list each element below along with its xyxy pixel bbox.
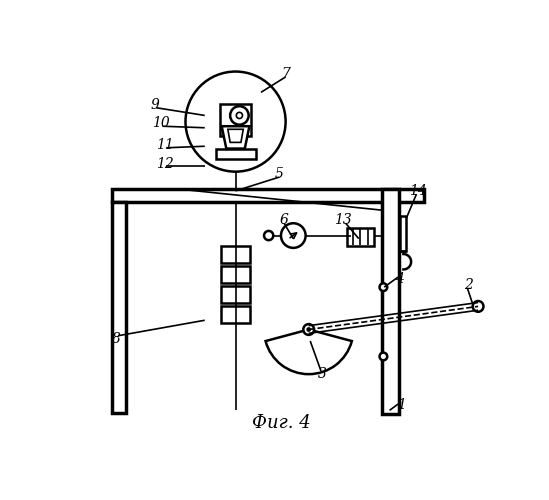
Text: 14: 14: [409, 184, 427, 198]
Text: 12: 12: [156, 157, 173, 171]
Text: 10: 10: [152, 116, 170, 130]
Text: 9: 9: [150, 98, 159, 112]
Text: Фиг. 4: Фиг. 4: [251, 414, 310, 432]
Circle shape: [307, 328, 310, 331]
Text: 3: 3: [318, 367, 327, 381]
Circle shape: [281, 223, 306, 248]
Circle shape: [473, 301, 484, 312]
Polygon shape: [228, 130, 243, 142]
Circle shape: [379, 352, 387, 360]
Bar: [221, 286, 250, 304]
Bar: [400, 216, 406, 251]
Text: 13: 13: [334, 213, 352, 227]
Bar: [382, 190, 399, 414]
Text: 5: 5: [275, 167, 284, 181]
Bar: [113, 202, 126, 412]
Text: 8: 8: [112, 332, 121, 345]
Bar: [221, 266, 250, 283]
Polygon shape: [222, 126, 249, 148]
Bar: [220, 104, 251, 136]
Bar: [347, 228, 374, 246]
Bar: [221, 306, 250, 324]
Wedge shape: [266, 330, 352, 374]
Text: 4: 4: [395, 272, 404, 286]
Bar: [113, 190, 424, 202]
Circle shape: [379, 284, 387, 291]
Text: 7: 7: [281, 67, 290, 81]
Text: 2: 2: [464, 278, 473, 292]
Text: 11: 11: [156, 138, 173, 151]
Text: 1: 1: [397, 398, 406, 412]
Text: 6: 6: [279, 213, 288, 227]
Circle shape: [230, 106, 249, 124]
Bar: [221, 246, 250, 264]
Circle shape: [303, 324, 314, 335]
Circle shape: [236, 112, 243, 118]
Bar: [216, 150, 256, 158]
Circle shape: [186, 72, 285, 172]
Circle shape: [264, 231, 273, 240]
